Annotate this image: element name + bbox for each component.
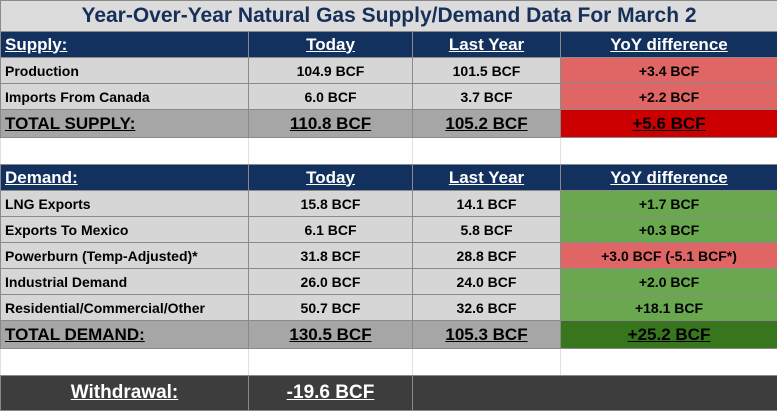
row-today: 104.9 BCF (248, 57, 413, 84)
demand-header-label: Demand: (0, 164, 249, 191)
spacer-cell (560, 348, 777, 376)
table-row: Imports From Canada 6.0 BCF 3.7 BCF +2.2… (0, 83, 777, 110)
row-label: Imports From Canada (0, 83, 249, 110)
withdrawal-row: Withdrawal: -19.6 BCF (0, 375, 777, 411)
total-demand-today: 130.5 BCF (248, 320, 413, 349)
row-label: Production (0, 57, 249, 84)
row-last-year: 32.6 BCF (412, 294, 561, 321)
table-row: Industrial Demand 26.0 BCF 24.0 BCF +2.0… (0, 268, 777, 295)
table-row: Residential/Commercial/Other 50.7 BCF 32… (0, 294, 777, 321)
withdrawal-value: -19.6 BCF (248, 375, 413, 411)
row-last-year: 5.8 BCF (412, 216, 561, 243)
total-demand-diff: +25.2 BCF (560, 320, 777, 349)
total-supply-last-year: 105.2 BCF (412, 109, 561, 138)
supply-header-diff: YoY difference (560, 31, 777, 58)
row-diff: +2.0 BCF (560, 268, 777, 295)
row-label: Industrial Demand (0, 268, 249, 295)
demand-header-row: Demand: Today Last Year YoY difference (0, 164, 777, 191)
spacer-cell (560, 137, 777, 165)
spacer-cell (412, 137, 561, 165)
withdrawal-blank (412, 375, 777, 411)
spacer-row (0, 137, 777, 165)
supply-total-row: TOTAL SUPPLY: 110.8 BCF 105.2 BCF +5.6 B… (0, 109, 777, 138)
total-demand-label: TOTAL DEMAND: (0, 320, 249, 349)
row-last-year: 3.7 BCF (412, 83, 561, 110)
demand-header-last-year: Last Year (412, 164, 561, 191)
total-supply-today: 110.8 BCF (248, 109, 413, 138)
spacer-row (0, 348, 777, 376)
demand-total-row: TOTAL DEMAND: 130.5 BCF 105.3 BCF +25.2 … (0, 320, 777, 349)
row-label: LNG Exports (0, 190, 249, 217)
spacer-cell (248, 137, 413, 165)
demand-header-diff: YoY difference (560, 164, 777, 191)
demand-header-today: Today (248, 164, 413, 191)
row-last-year: 24.0 BCF (412, 268, 561, 295)
supply-header-today: Today (248, 31, 413, 58)
total-demand-last-year: 105.3 BCF (412, 320, 561, 349)
withdrawal-label: Withdrawal: (0, 375, 249, 411)
row-today: 6.0 BCF (248, 83, 413, 110)
row-diff: +1.7 BCF (560, 190, 777, 217)
row-diff: +18.1 BCF (560, 294, 777, 321)
supply-header-label: Supply: (0, 31, 249, 58)
total-supply-diff: +5.6 BCF (560, 109, 777, 138)
spacer-cell (248, 348, 413, 376)
row-last-year: 28.8 BCF (412, 242, 561, 269)
row-diff: +3.0 BCF (-5.1 BCF*) (560, 242, 777, 269)
row-today: 31.8 BCF (248, 242, 413, 269)
table-row: Powerburn (Temp-Adjusted)* 31.8 BCF 28.8… (0, 242, 777, 269)
supply-header-last-year: Last Year (412, 31, 561, 58)
spacer-cell (0, 348, 249, 376)
row-label: Powerburn (Temp-Adjusted)* (0, 242, 249, 269)
row-label: Residential/Commercial/Other (0, 294, 249, 321)
table-row: Production 104.9 BCF 101.5 BCF +3.4 BCF (0, 57, 777, 84)
spacer-cell (412, 348, 561, 376)
page-title: Year-Over-Year Natural Gas Supply/Demand… (0, 0, 777, 32)
row-today: 50.7 BCF (248, 294, 413, 321)
row-last-year: 14.1 BCF (412, 190, 561, 217)
total-supply-label: TOTAL SUPPLY: (0, 109, 249, 138)
row-last-year: 101.5 BCF (412, 57, 561, 84)
spacer-cell (0, 137, 249, 165)
table-row: LNG Exports 15.8 BCF 14.1 BCF +1.7 BCF (0, 190, 777, 217)
row-diff: +3.4 BCF (560, 57, 777, 84)
row-label: Exports To Mexico (0, 216, 249, 243)
title-row: Year-Over-Year Natural Gas Supply/Demand… (0, 0, 777, 32)
supply-header-row: Supply: Today Last Year YoY difference (0, 31, 777, 58)
row-today: 26.0 BCF (248, 268, 413, 295)
row-diff: +0.3 BCF (560, 216, 777, 243)
row-diff: +2.2 BCF (560, 83, 777, 110)
table-row: Exports To Mexico 6.1 BCF 5.8 BCF +0.3 B… (0, 216, 777, 243)
row-today: 6.1 BCF (248, 216, 413, 243)
row-today: 15.8 BCF (248, 190, 413, 217)
